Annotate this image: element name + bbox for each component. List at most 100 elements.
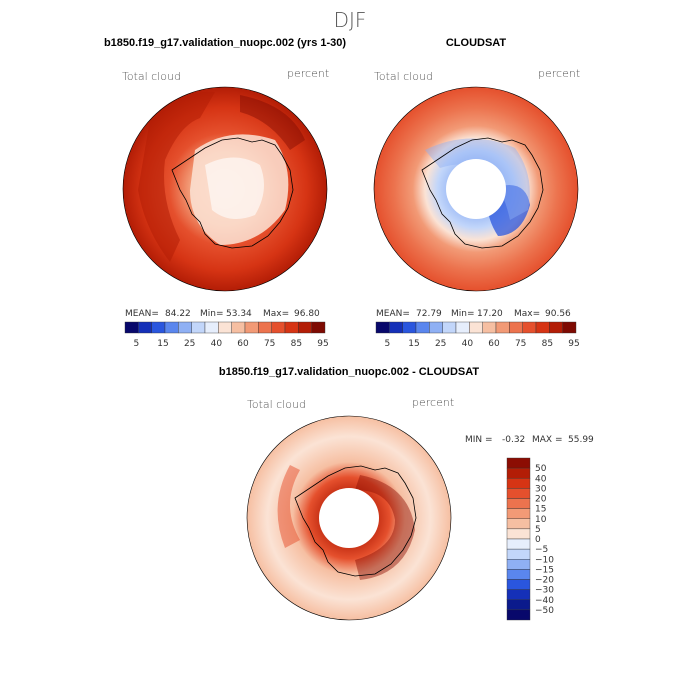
panel-title-diff: b1850.f19_g17.validation_nuopc.002 - CLO… — [219, 366, 479, 378]
colorbar-tick-label: 85 — [291, 339, 302, 349]
stat-max-label: Max= — [514, 309, 540, 319]
colorbar-swatch — [138, 321, 152, 334]
units-label-model: percent — [287, 67, 329, 80]
stat-min-value: -0.32 — [502, 435, 525, 445]
colorbar-swatch — [506, 589, 531, 600]
colorbar-swatch — [284, 321, 299, 334]
colorbar-tick-label: 15 — [157, 339, 168, 349]
colorbar-swatch — [506, 548, 531, 560]
colorbar-swatch — [311, 321, 326, 334]
colorbar-tick-label: 85 — [542, 339, 553, 349]
colorbar-swatch — [402, 321, 417, 334]
colorbar-swatch — [151, 321, 166, 334]
stat-min-label: MIN = — [465, 435, 493, 445]
colorbar-swatch — [442, 321, 457, 334]
colorbar-tick-label: 40 — [462, 339, 474, 349]
stat-mean-value: 84.22 — [165, 309, 191, 319]
colorbar-swatch — [506, 599, 531, 611]
colorbar-tick-label: 60 — [237, 339, 249, 349]
stat-max-value: 96.80 — [294, 309, 320, 319]
colorbar-swatch — [455, 321, 470, 334]
stat-max-label: MAX = — [532, 435, 563, 445]
colorbar-swatch — [506, 488, 531, 499]
colorbar-swatch — [164, 321, 179, 334]
colorbar-swatch — [258, 321, 272, 334]
colorbar-tick-label: 60 — [488, 339, 500, 349]
colorbar-tick-label: −30 — [535, 586, 554, 596]
colorbar-swatch — [415, 321, 430, 334]
colorbar-tick-label: 95 — [317, 339, 328, 349]
colorbar-swatch — [509, 321, 523, 334]
stat-min-label: Min= — [451, 309, 475, 319]
colorbar-tick-label: 75 — [264, 339, 275, 349]
colorbar-tick-label: 25 — [184, 339, 195, 349]
colorbar-swatch — [506, 508, 531, 519]
stat-min-value: 17.20 — [477, 309, 503, 319]
colorbar-swatch — [178, 321, 192, 334]
stat-mean-value: 72.79 — [416, 309, 442, 319]
colorbar-swatch — [191, 321, 206, 334]
colorbar-model: 5 15 25 40 60 75 85 95 — [124, 321, 329, 349]
colorbar-swatch — [506, 498, 531, 509]
colorbar-swatch — [495, 321, 510, 334]
colorbar-tick-label: −10 — [535, 555, 554, 565]
stat-mean-label: MEAN= — [376, 309, 410, 319]
stat-max-label: Max= — [263, 309, 289, 319]
stats-model: MEAN= 84.22 Min= 53.34 Max= 96.80 — [125, 309, 320, 319]
colorbar-obs: 5 15 25 40 60 75 85 95 — [375, 321, 580, 349]
colorbar-swatch — [506, 559, 531, 570]
colorbar-tick-label: 5 — [133, 339, 139, 349]
colorbar-swatch — [562, 321, 577, 334]
colorbar-swatch — [506, 467, 531, 479]
colorbar-tick-label: 75 — [515, 339, 526, 349]
colorbar-tick-label: 15 — [408, 339, 419, 349]
colorbar-tick-label: 0 — [535, 535, 541, 545]
colorbar-swatch — [429, 321, 443, 334]
colorbar-swatch — [231, 321, 246, 334]
colorbar-swatch — [506, 528, 531, 540]
stat-mean-label: MEAN= — [125, 309, 159, 319]
colorbar-swatch — [535, 321, 550, 334]
colorbar-swatch — [506, 579, 531, 590]
stats-diff: MIN = -0.32 MAX = 55.99 — [465, 435, 594, 445]
colorbar-swatch — [506, 609, 531, 621]
colorbar-swatch — [298, 321, 312, 334]
colorbar-tick-label: −20 — [535, 576, 554, 586]
season-title: DJF — [334, 8, 367, 32]
colorbar-tick-label: 95 — [568, 339, 579, 349]
stat-min-label: Min= — [200, 309, 224, 319]
colorbar-tick-label: 40 — [535, 474, 547, 484]
colorbar-tick-label: 5 — [535, 525, 541, 535]
stat-max-value: 55.99 — [568, 435, 594, 445]
colorbar-swatch — [271, 321, 286, 334]
colorbar-tick-label: −15 — [535, 565, 554, 575]
colorbar-swatch — [506, 538, 531, 550]
stats-obs: MEAN= 72.79 Min= 17.20 Max= 90.56 — [376, 309, 571, 319]
colorbar-swatch — [506, 569, 531, 580]
colorbar-swatch — [482, 321, 497, 334]
colorbar-swatch — [549, 321, 563, 334]
colorbar-swatch — [389, 321, 403, 334]
stat-min-value: 53.34 — [226, 309, 252, 319]
colorbar-swatch — [375, 321, 390, 334]
colorbar-tick-label: −5 — [535, 545, 548, 555]
colorbar-tick-label: 20 — [535, 495, 547, 505]
colorbar-swatch — [506, 518, 531, 530]
colorbar-tick-label: 15 — [535, 505, 546, 515]
colorbar-swatch — [506, 478, 531, 489]
colorbar-swatch — [218, 321, 232, 334]
units-label-diff: percent — [412, 396, 454, 409]
colorbar-swatch — [522, 321, 537, 334]
colorbar-tick-label: 5 — [384, 339, 390, 349]
colorbar-tick-label: 30 — [535, 484, 547, 494]
panel-title-model: b1850.f19_g17.validation_nuopc.002 (yrs … — [104, 37, 346, 49]
variable-label-model: Total cloud — [122, 70, 181, 83]
variable-label-obs: Total cloud — [374, 70, 433, 83]
colorbar-swatch — [506, 457, 531, 469]
colorbar-swatch — [469, 321, 483, 334]
map-model — [122, 86, 328, 292]
colorbar-swatch — [244, 321, 259, 334]
colorbar-tick-label: −40 — [535, 596, 554, 606]
